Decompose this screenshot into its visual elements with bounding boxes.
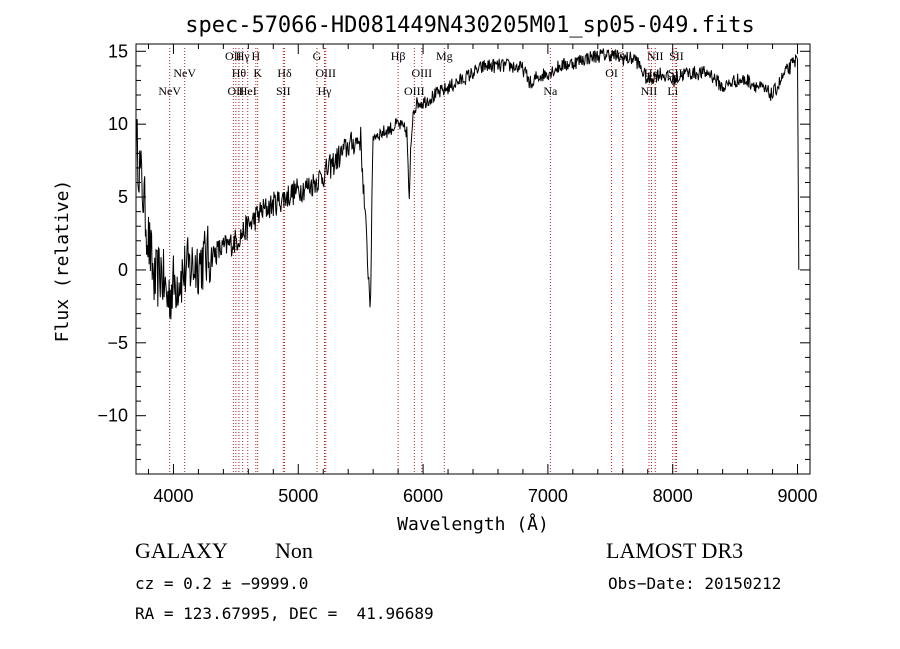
spectral-line-label: SII (668, 66, 683, 80)
spectral-line-label: Hγ (317, 84, 332, 98)
class-label: GALAXY (135, 538, 228, 563)
y-tick-label: −5 (107, 333, 128, 353)
spectral-line-label: K (253, 66, 262, 80)
spectral-line-label: Hβ (391, 49, 406, 63)
obs-date-text: Obs−Date: 20150212 (608, 574, 782, 593)
y-tick-label: −10 (97, 406, 128, 426)
spectral-line-label: SII (669, 49, 684, 63)
spectrum-line (135, 48, 800, 320)
spectral-line-label: Hδ (277, 66, 292, 80)
x-tick-label: 4000 (153, 486, 193, 506)
redshift-text: cz = 0.2 ± −9999.0 (135, 574, 309, 593)
axis-ticks: 4000 5000 6000 7000 8000 9000 15 10 5 0 −5 −10 (97, 41, 817, 506)
y-tick-label: 10 (108, 114, 128, 134)
spectral-line-label: Mg (436, 49, 453, 63)
x-tick-label: 6000 (403, 486, 443, 506)
spectral-line-label: OIII (315, 66, 336, 80)
spectral-line-label: OII (225, 49, 242, 63)
y-tick-label: 0 (118, 260, 128, 280)
spectral-line-label: OII (228, 84, 245, 98)
spectral-line-label: Li (667, 84, 678, 98)
ra-dec-text: RA = 123.67995, DEC = 41.96689 (135, 604, 434, 623)
spectral-line-label: Hθ (232, 66, 247, 80)
x-tick-label: 5000 (278, 486, 318, 506)
spectral-line-label: OIII (411, 66, 432, 80)
subclass-label: Non (275, 538, 313, 563)
x-tick-label: 8000 (653, 486, 693, 506)
spectral-line-label: G (313, 49, 322, 63)
spectral-line-label: NeV (173, 66, 196, 80)
spectral-line-label: H (251, 49, 260, 63)
spectral-line-label: Hγ (236, 49, 251, 63)
y-tick-label: 15 (108, 41, 128, 61)
spectral-line-label: Na (543, 84, 558, 98)
spectral-line-label: OIII (404, 84, 425, 98)
plot-frame (135, 43, 811, 475)
x-axis-label: Wavelength (Å) (397, 513, 549, 535)
spectral-line-label: OI (605, 66, 618, 80)
spectral-line-label: NeV (158, 84, 181, 98)
spectral-line-label: NII (641, 84, 658, 98)
spectral-line-label: SII (276, 84, 291, 98)
survey-label: LAMOST DR3 (606, 538, 744, 563)
spectral-line-label: NII (647, 49, 664, 63)
y-axis-label: Flux (relative) (52, 180, 73, 343)
chart-title: spec-57066-HD081449N430205M01_sp05-049.f… (185, 13, 755, 38)
spectral-line-label: HeI (239, 84, 257, 98)
x-tick-label: 9000 (777, 486, 817, 506)
y-tick-label: 5 (118, 187, 128, 207)
x-tick-label: 7000 (528, 486, 568, 506)
